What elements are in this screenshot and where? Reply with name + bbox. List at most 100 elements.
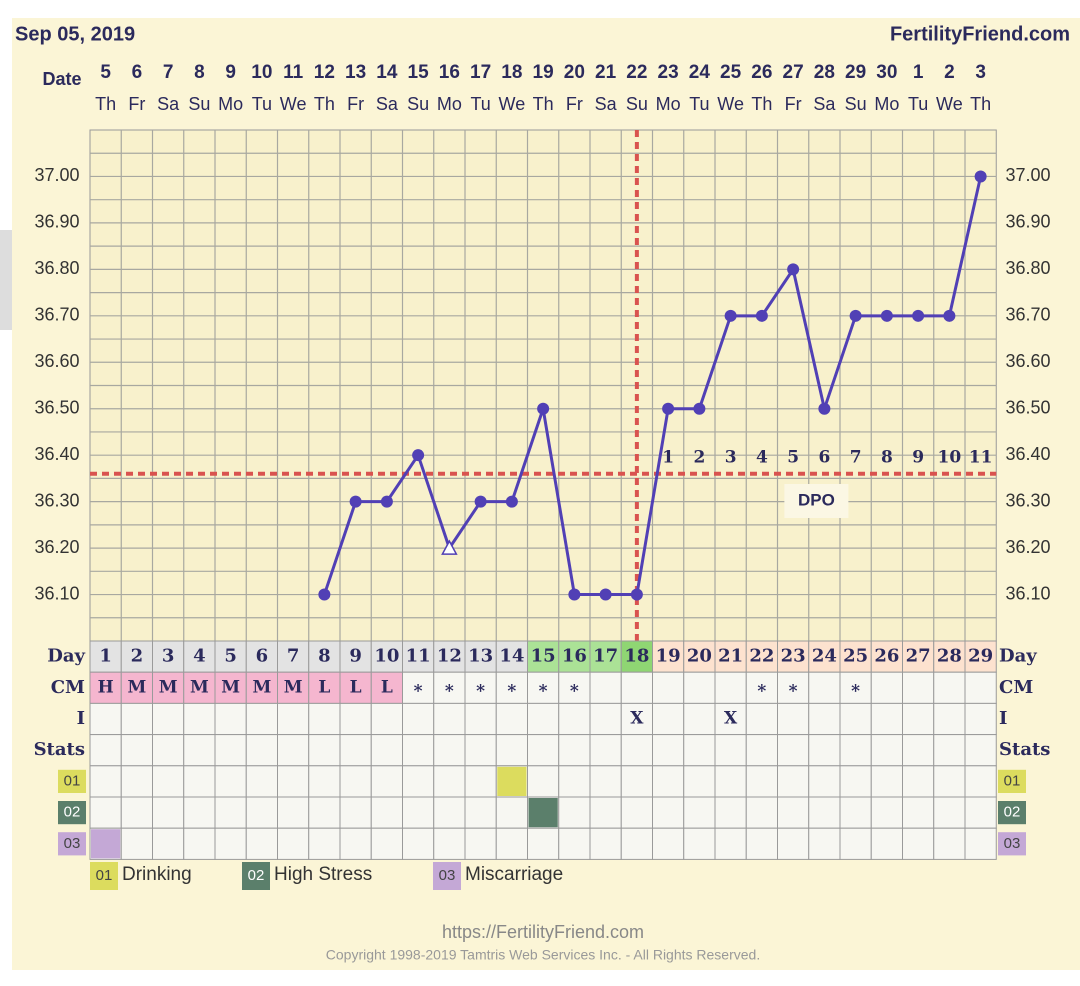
- day-number: 21: [718, 646, 743, 667]
- table-cell: [464, 765, 497, 798]
- table-cell: [933, 827, 966, 860]
- temperature-point: [318, 588, 331, 601]
- table-cell: [89, 734, 122, 767]
- weekday: Fr: [785, 94, 802, 114]
- table-cell: [183, 640, 216, 673]
- weekday: Th: [95, 94, 116, 114]
- table-cell: [433, 702, 466, 736]
- stat-mark: [91, 829, 121, 859]
- day-number: 17: [593, 646, 618, 667]
- temperature-point: [912, 309, 925, 322]
- stat-code-box-right: [998, 769, 1026, 793]
- day-number: 6: [256, 646, 269, 667]
- legend-label: High Stress: [274, 864, 372, 885]
- table-cell: [558, 671, 591, 704]
- table-cell: [402, 702, 435, 736]
- stat-code-right: 02: [1004, 804, 1021, 821]
- cm-value: *: [476, 681, 485, 701]
- date-number: 2: [944, 62, 955, 83]
- table-cell: [120, 702, 153, 736]
- date-number: 11: [283, 62, 304, 83]
- stat-code: 02: [64, 804, 81, 821]
- day-number: 27: [906, 646, 931, 667]
- table-cell: [902, 702, 935, 736]
- table-cell: [89, 640, 122, 673]
- table-cell: [464, 702, 497, 736]
- day-number: 4: [193, 646, 206, 667]
- table-cell: [558, 796, 591, 829]
- y-tick-label: 36.70: [34, 305, 79, 325]
- table-cell: [777, 827, 810, 860]
- weekday: Th: [314, 94, 335, 114]
- cm-value: *: [851, 681, 860, 701]
- legend-code: 02: [248, 867, 265, 884]
- i-value: X: [630, 709, 644, 729]
- table-cell: [339, 765, 372, 798]
- cm-value: H: [98, 677, 114, 697]
- table-cell: [839, 671, 872, 704]
- row-label-right: I: [999, 708, 1007, 729]
- weekday: Th: [751, 94, 772, 114]
- table-cell: [652, 640, 685, 673]
- table-cell: [964, 702, 997, 736]
- y-tick-label: 37.00: [34, 165, 79, 185]
- day-number: 16: [562, 646, 587, 667]
- weekday: We: [936, 94, 963, 114]
- date-number: 24: [689, 62, 711, 83]
- table-cell: [558, 765, 591, 798]
- table-cell: [245, 734, 278, 767]
- stat-mark: [497, 766, 527, 796]
- legend-label: Miscarriage: [465, 864, 563, 885]
- table-cell: [277, 702, 310, 736]
- table-cell: [964, 640, 997, 673]
- date-number: 17: [470, 62, 491, 83]
- table-cell: [839, 796, 872, 829]
- date-number: 20: [564, 62, 585, 83]
- table-cell: [745, 734, 778, 767]
- table-cell: [339, 702, 372, 736]
- table-cell: [839, 765, 872, 798]
- table-cell: [120, 765, 153, 798]
- day-number: 5: [224, 646, 237, 667]
- table-cell: [777, 640, 810, 673]
- weekday: Tu: [470, 94, 490, 114]
- day-number: 26: [874, 646, 899, 667]
- day-number: 1: [99, 646, 112, 667]
- y-tick-label: 36.90: [34, 212, 79, 232]
- table-cell: [839, 702, 872, 736]
- date-number: 28: [814, 62, 835, 83]
- temperature-point: [818, 402, 831, 415]
- table-cell: [152, 796, 185, 829]
- table-cell: [964, 734, 997, 767]
- table-cell: [464, 671, 497, 704]
- weekday: Fr: [566, 94, 583, 114]
- stat-code-box: [58, 832, 86, 856]
- day-number: 28: [937, 646, 962, 667]
- table-cell: [433, 765, 466, 798]
- weekday: Tu: [252, 94, 272, 114]
- table-cell: [308, 702, 341, 736]
- table-cell: [589, 640, 622, 673]
- site-name: FertilityFriend.com: [890, 23, 1070, 45]
- table-cell: [683, 640, 716, 673]
- table-cell: [714, 734, 747, 767]
- table-cell: [402, 765, 435, 798]
- table-cell: [245, 796, 278, 829]
- table-cell: [245, 640, 278, 673]
- temperature-point: [662, 402, 675, 415]
- table-cell: [589, 765, 622, 798]
- table-cell: [902, 827, 935, 860]
- table-cell: [683, 702, 716, 736]
- temperature-point: [630, 588, 643, 601]
- table-cell: [495, 827, 528, 860]
- date-label: Date: [42, 69, 81, 89]
- table-cell: [777, 702, 810, 736]
- table-cell: [152, 765, 185, 798]
- dpo-number: 7: [850, 448, 862, 468]
- table-cell: [214, 827, 247, 860]
- cm-value: L: [318, 677, 330, 697]
- table-cell: [245, 702, 278, 736]
- table-cell: [620, 827, 653, 860]
- table-cell: [683, 827, 716, 860]
- temperature-point: [787, 263, 800, 276]
